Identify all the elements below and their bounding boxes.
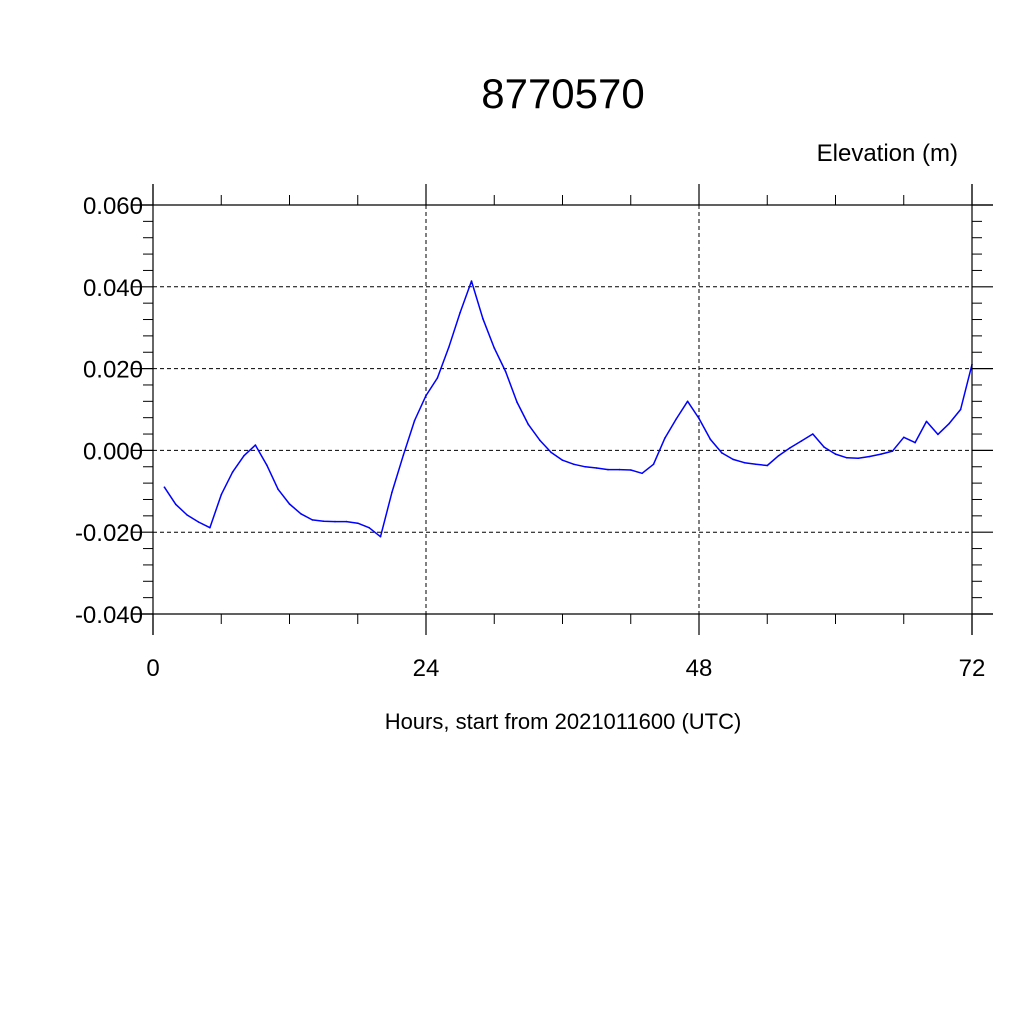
data-point bbox=[823, 446, 825, 448]
y-tick-label: -0.020 bbox=[75, 520, 143, 547]
data-point bbox=[880, 453, 882, 455]
data-point bbox=[322, 520, 325, 522]
x-tick-label: 72 bbox=[959, 655, 986, 682]
data-point bbox=[755, 463, 757, 466]
series-layer bbox=[163, 280, 973, 538]
data-point bbox=[186, 514, 188, 516]
data-point bbox=[959, 408, 962, 411]
x-axis-label: Hours, start from 2021011600 (UTC) bbox=[385, 709, 742, 734]
data-point bbox=[254, 444, 257, 446]
data-point bbox=[516, 401, 518, 403]
axes-layer bbox=[132, 184, 993, 635]
data-point bbox=[402, 454, 405, 457]
data-point bbox=[686, 400, 689, 403]
data-point bbox=[789, 447, 791, 449]
data-point bbox=[607, 468, 609, 471]
data-point bbox=[652, 463, 655, 466]
data-point bbox=[618, 468, 621, 471]
data-point bbox=[925, 420, 928, 423]
data-point bbox=[561, 459, 564, 462]
data-point bbox=[914, 441, 916, 444]
x-tick-label: 0 bbox=[146, 655, 159, 682]
data-point bbox=[709, 438, 712, 441]
data-point bbox=[527, 423, 530, 426]
data-point bbox=[231, 471, 234, 473]
data-point bbox=[857, 457, 860, 460]
data-point bbox=[812, 433, 814, 435]
data-point bbox=[220, 493, 223, 496]
elevation-series-line bbox=[163, 280, 973, 538]
data-point bbox=[425, 394, 427, 397]
data-point bbox=[891, 450, 894, 453]
data-point bbox=[903, 436, 905, 439]
data-point bbox=[311, 519, 314, 521]
data-point bbox=[573, 463, 575, 466]
data-point bbox=[391, 491, 393, 494]
x-tick-label: 48 bbox=[686, 655, 713, 682]
data-point bbox=[937, 433, 939, 436]
x-tick-label: 24 bbox=[413, 655, 440, 682]
data-point bbox=[448, 346, 450, 349]
data-point bbox=[721, 452, 723, 454]
data-point bbox=[379, 535, 382, 538]
y-tick-label: -0.040 bbox=[75, 602, 143, 629]
data-point bbox=[175, 503, 177, 506]
data-point bbox=[504, 370, 507, 373]
data-point bbox=[800, 440, 803, 442]
data-point bbox=[846, 457, 848, 459]
data-point bbox=[197, 521, 200, 523]
data-point bbox=[459, 311, 461, 314]
data-point bbox=[732, 458, 734, 461]
data-point bbox=[948, 422, 951, 425]
data-point bbox=[300, 513, 302, 515]
data-point bbox=[550, 451, 552, 454]
data-point bbox=[539, 439, 541, 442]
data-point bbox=[436, 377, 439, 379]
data-point bbox=[834, 453, 837, 455]
y-tick-label: 0.040 bbox=[83, 275, 143, 302]
data-point bbox=[493, 347, 496, 349]
data-point bbox=[664, 437, 666, 439]
ticks-layer bbox=[132, 184, 993, 635]
data-point bbox=[482, 317, 484, 320]
data-point bbox=[345, 520, 348, 523]
data-point bbox=[743, 461, 746, 464]
data-point bbox=[470, 280, 473, 282]
data-point bbox=[163, 486, 166, 489]
grid-layer bbox=[153, 204, 972, 615]
data-point bbox=[357, 522, 359, 524]
y-tick-label: 0.000 bbox=[83, 438, 143, 465]
data-point bbox=[413, 419, 416, 422]
data-point bbox=[777, 454, 780, 457]
data-point bbox=[675, 418, 678, 420]
data-point bbox=[868, 455, 871, 458]
data-point bbox=[334, 520, 336, 523]
data-point bbox=[698, 417, 700, 420]
data-point bbox=[288, 503, 291, 505]
data-point bbox=[641, 472, 643, 475]
data-point bbox=[595, 467, 598, 469]
tick-labels-layer: -0.040 -0.020 0.000 0.020 0.040 0.060 0 24 48 72 bbox=[75, 193, 985, 682]
chart-title: 8770570 bbox=[481, 70, 645, 117]
data-point bbox=[266, 464, 268, 466]
data-point bbox=[630, 469, 632, 471]
data-point bbox=[368, 526, 370, 529]
data-point bbox=[766, 464, 769, 467]
data-point bbox=[209, 526, 211, 529]
y-tick-label: 0.020 bbox=[83, 357, 143, 384]
data-point bbox=[277, 488, 279, 491]
data-point bbox=[243, 454, 245, 457]
data-point bbox=[584, 466, 587, 468]
y-tick-label: 0.060 bbox=[83, 193, 143, 220]
y-axis-label: Elevation (m) bbox=[817, 140, 958, 167]
